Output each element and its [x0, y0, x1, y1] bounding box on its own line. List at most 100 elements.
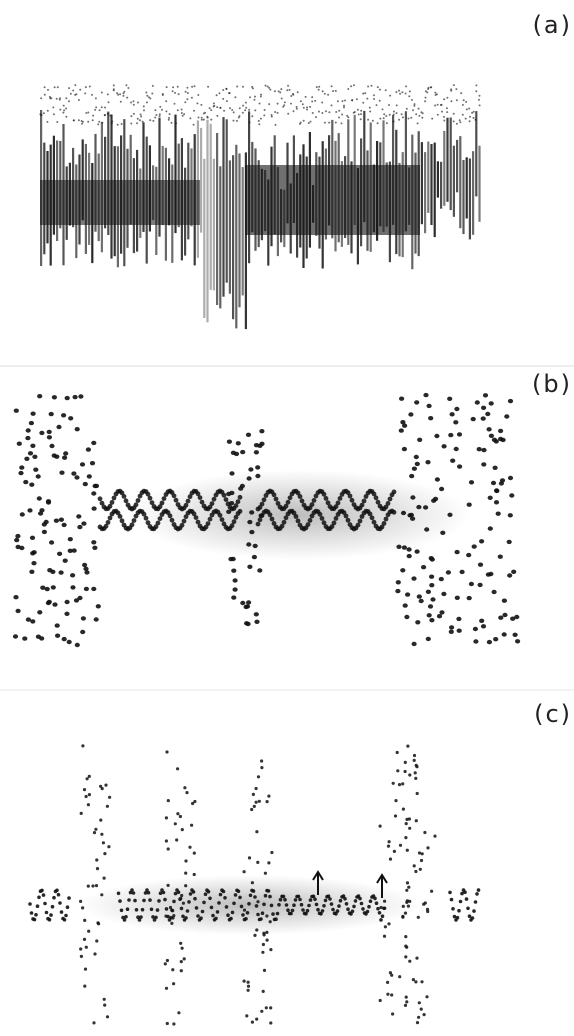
trace-dot [30, 536, 35, 540]
trace-dot [415, 620, 420, 624]
trace-stroke [437, 161, 439, 197]
trace-dot [440, 104, 442, 106]
trace-dot [367, 119, 369, 121]
trace-dot [413, 105, 415, 107]
trace-dot [351, 910, 355, 914]
trace-dot [450, 412, 455, 416]
trace-dot [238, 117, 240, 119]
trace-dot [43, 112, 45, 114]
trace-dot [351, 99, 353, 101]
trace-dot [475, 84, 477, 86]
trace-dot [226, 913, 230, 917]
trace-dot [191, 802, 194, 805]
trace-dot [186, 98, 188, 100]
trace-dot [460, 92, 462, 94]
trace-dot [331, 85, 333, 87]
trace-dot [414, 455, 419, 459]
trace-dot [232, 519, 237, 524]
trace-dot [118, 899, 122, 903]
trace-dot [294, 514, 299, 519]
trace-dot [211, 914, 215, 918]
trace-dot [392, 782, 395, 785]
trace-dot [422, 112, 424, 114]
trace-dot [473, 627, 478, 631]
trace-dot [386, 981, 389, 984]
trace-dot [103, 1004, 106, 1007]
trace-stroke [443, 131, 445, 206]
trace-dot [56, 425, 61, 429]
trace-stroke [210, 124, 212, 290]
trace-dot [259, 442, 264, 446]
trace-dot [108, 796, 111, 799]
trace-stroke [216, 133, 218, 305]
trace-dot [107, 113, 109, 115]
trace-dot [491, 481, 496, 485]
trace-dot [300, 122, 302, 124]
trace-dot [13, 595, 18, 599]
trace-dot [401, 91, 403, 93]
trace-dot [335, 111, 337, 113]
trace-dot [489, 401, 494, 405]
trace-dot [462, 104, 464, 106]
trace-dot [399, 397, 404, 401]
trace-dot [308, 518, 313, 523]
trace-dot [369, 107, 371, 109]
trace-dot [62, 112, 64, 114]
trace-dot [148, 496, 153, 501]
trace-dot [59, 97, 61, 99]
trace-dot [481, 624, 486, 628]
trace-dot [447, 397, 452, 401]
trace-stroke [203, 159, 205, 318]
trace-dot [318, 111, 320, 113]
trace-dot [251, 115, 253, 117]
trace-dot [379, 100, 381, 102]
trace-dot [511, 570, 516, 574]
trace-dot [293, 110, 295, 112]
trace-dot [396, 769, 399, 772]
trace-stroke [459, 136, 461, 228]
trace-dot [163, 898, 167, 902]
trace-dot [158, 516, 163, 521]
trace-dot [159, 115, 161, 117]
trace-dot [487, 640, 492, 644]
trace-dot [134, 502, 139, 507]
trace-dot [261, 911, 265, 915]
trace-dot [165, 816, 168, 819]
trace-dot [453, 84, 455, 86]
trace-dot [290, 95, 292, 97]
trace-dot [316, 86, 318, 88]
trace-dot [277, 103, 279, 105]
trace-dot [410, 117, 412, 119]
trace-dot [184, 884, 187, 887]
trace-dot [217, 901, 221, 905]
trace-dot [473, 639, 478, 643]
trace-dot [104, 107, 106, 109]
trace-dot [418, 1001, 421, 1004]
trace-dot [264, 872, 267, 875]
trace-dot [252, 793, 255, 796]
trace-dot [267, 861, 270, 864]
trace-dot [475, 892, 479, 896]
trace-dot [224, 497, 229, 502]
trace-dot [186, 499, 191, 504]
trace-dot [164, 962, 167, 965]
trace-dot [457, 629, 462, 633]
trace-dot [39, 508, 44, 512]
trace-dot [360, 902, 364, 906]
trace-dot [170, 518, 175, 523]
trace-dot [99, 819, 102, 822]
trace-dot [395, 589, 400, 593]
trace-dot [81, 123, 83, 125]
trace-dot [492, 590, 497, 594]
trace-dot [33, 468, 38, 472]
trace-dot [251, 1021, 254, 1024]
trace-dot [52, 106, 54, 108]
trace-dot [123, 918, 127, 922]
trace-dot [376, 907, 380, 911]
trace-dot [379, 118, 381, 120]
trace-dot [47, 435, 52, 439]
trace-dot [417, 438, 422, 442]
trace-dot [42, 893, 46, 897]
trace-dot [13, 634, 18, 638]
trace-dot [92, 115, 94, 117]
